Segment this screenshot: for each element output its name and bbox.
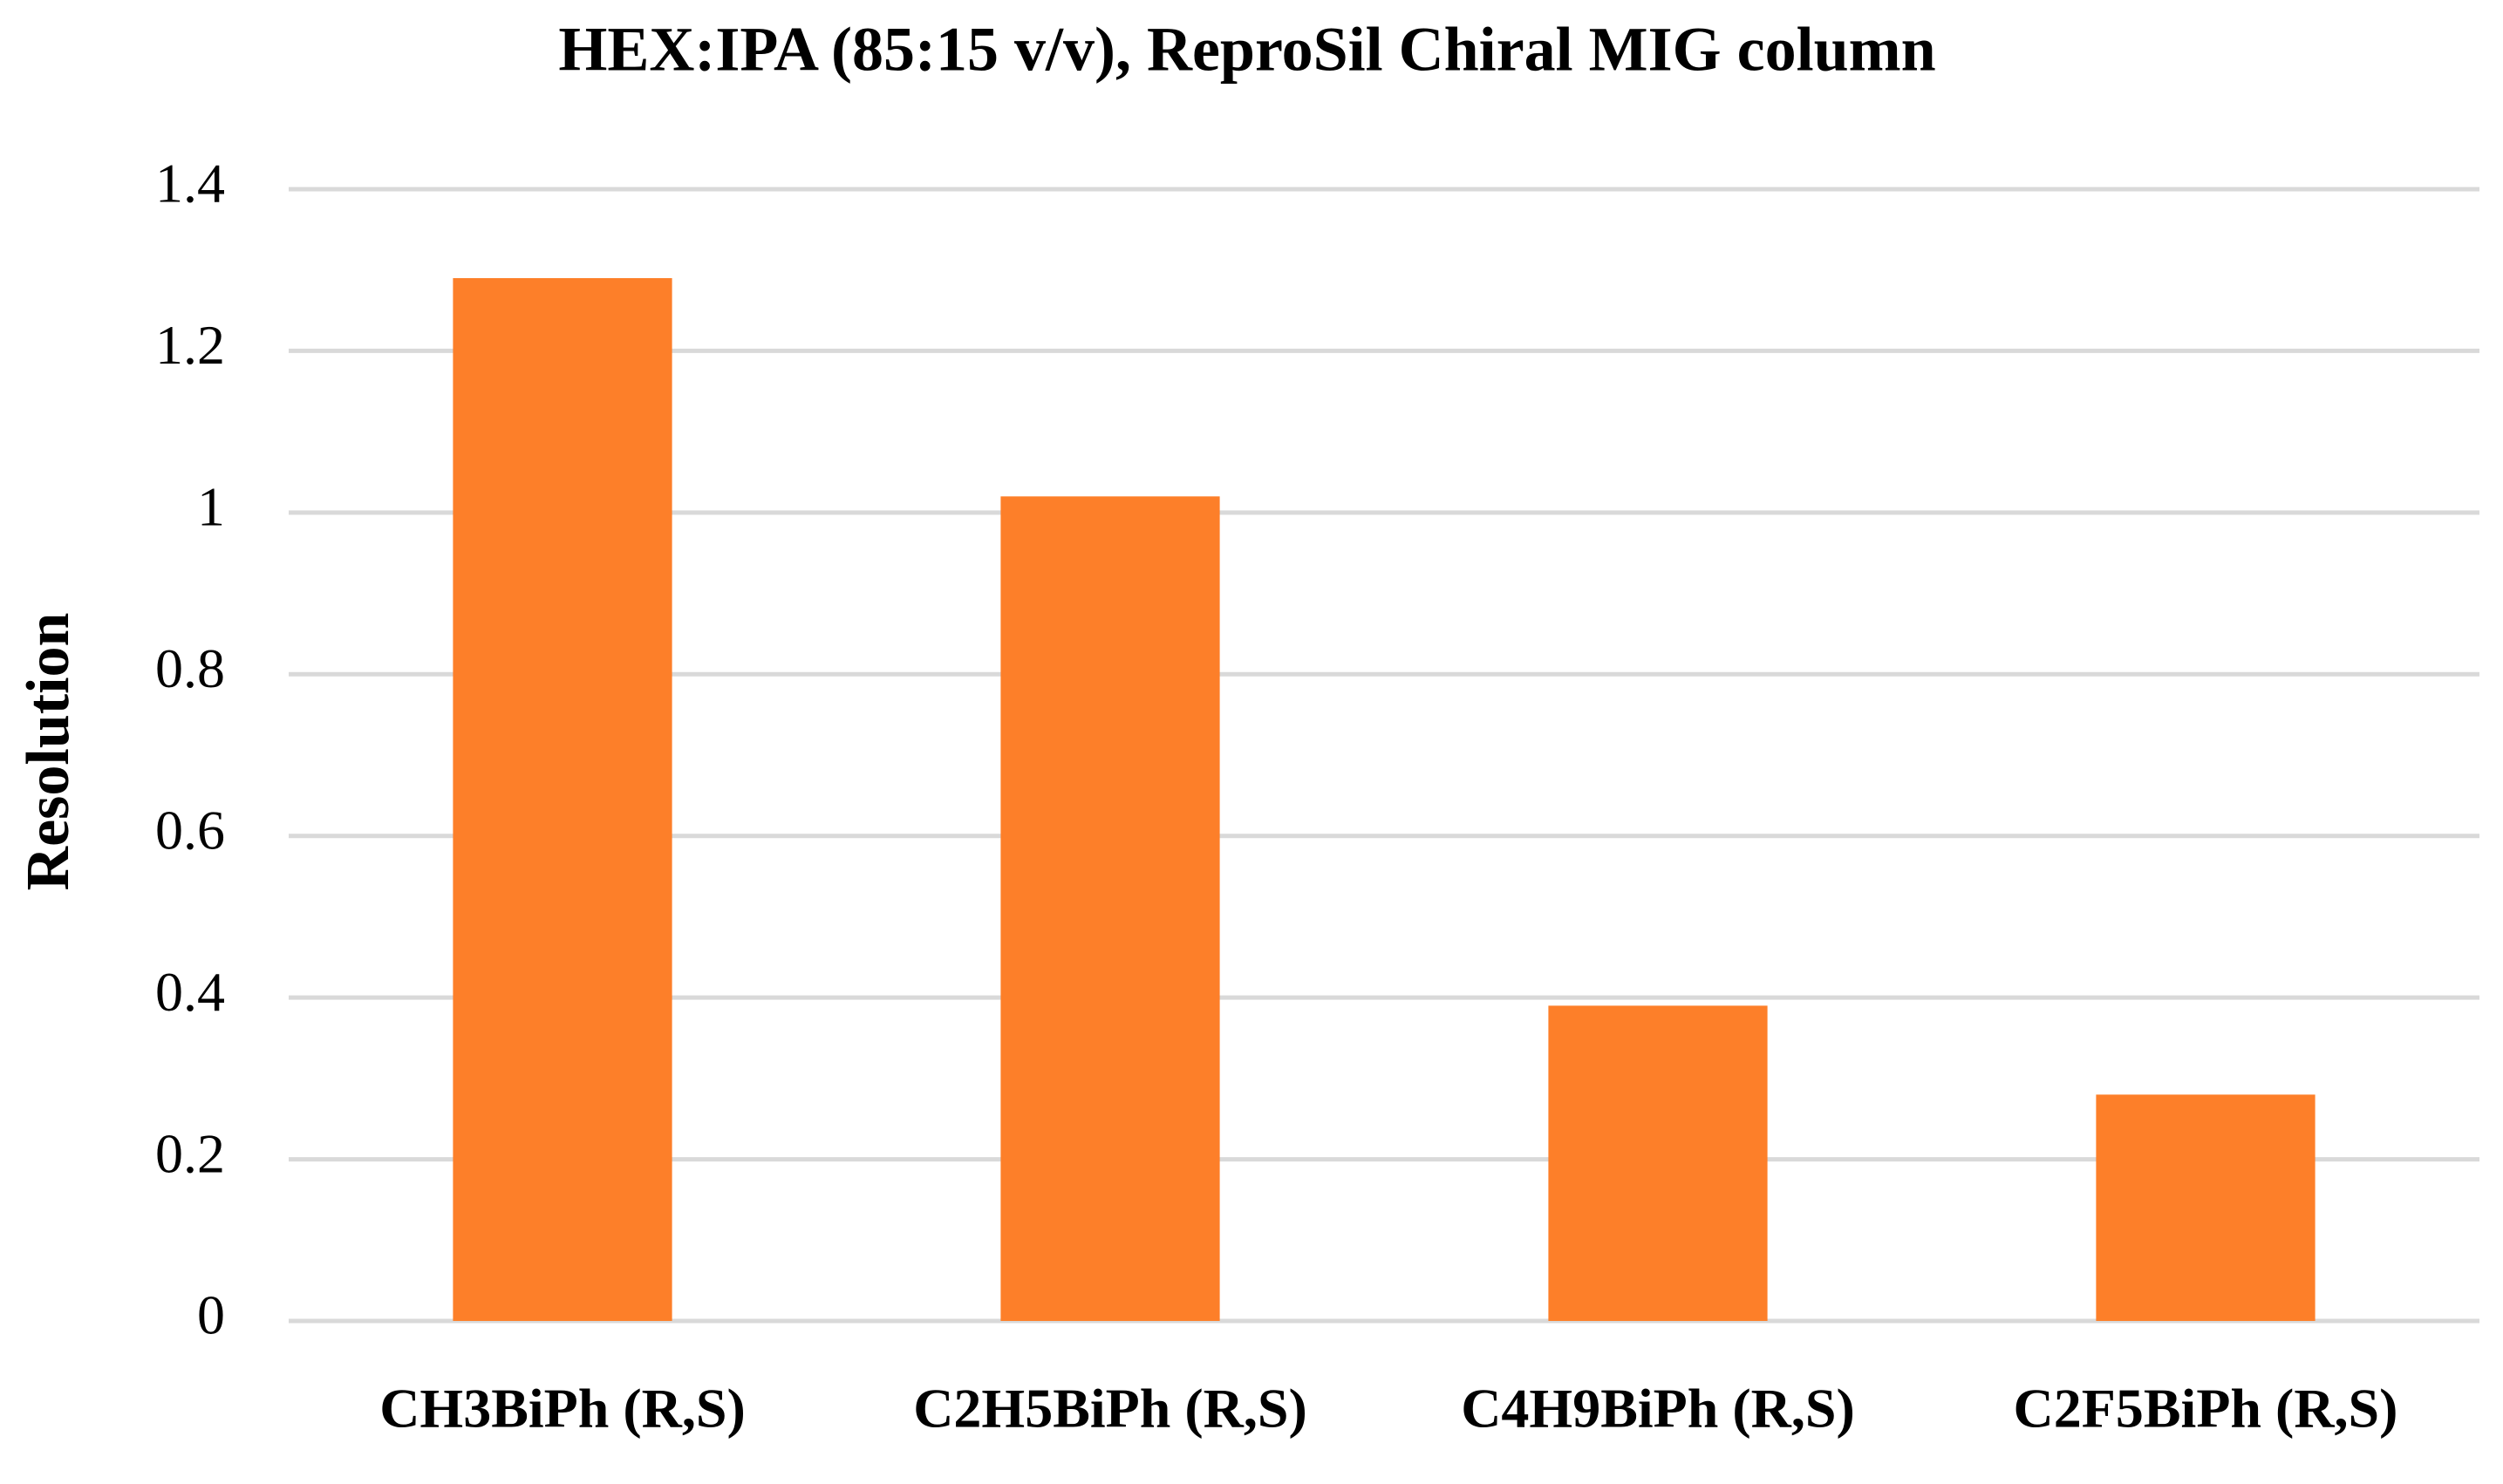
bar bbox=[453, 277, 672, 1321]
y-axis-label: Resolution bbox=[15, 613, 82, 891]
y-tick-label: 0.6 bbox=[155, 799, 225, 861]
y-tick-label: 1.2 bbox=[155, 314, 225, 376]
y-tick-label: 1.4 bbox=[155, 153, 225, 214]
x-tick-label: CH3BiPh (R,S) bbox=[379, 1378, 746, 1440]
bar bbox=[2096, 1094, 2315, 1321]
y-tick-label: 0.4 bbox=[155, 961, 225, 1023]
chart-title: HEX:IPA (85:15 v/v), ReproSil Chiral MIG… bbox=[558, 15, 1935, 85]
x-tick-label: C2F5BiPh (R,S) bbox=[2014, 1378, 2398, 1440]
y-tick-label: 1 bbox=[197, 476, 225, 538]
x-tick-label: C4H9BiPh (R,S) bbox=[1461, 1378, 1855, 1440]
y-tick-label: 0.2 bbox=[155, 1122, 225, 1184]
bar bbox=[1548, 1005, 1768, 1321]
x-tick-label: C2H5BiPh (R,S) bbox=[913, 1378, 1307, 1440]
bar bbox=[1000, 496, 1220, 1321]
y-tick-label: 0 bbox=[197, 1284, 225, 1346]
y-tick-label: 0.8 bbox=[155, 637, 225, 699]
